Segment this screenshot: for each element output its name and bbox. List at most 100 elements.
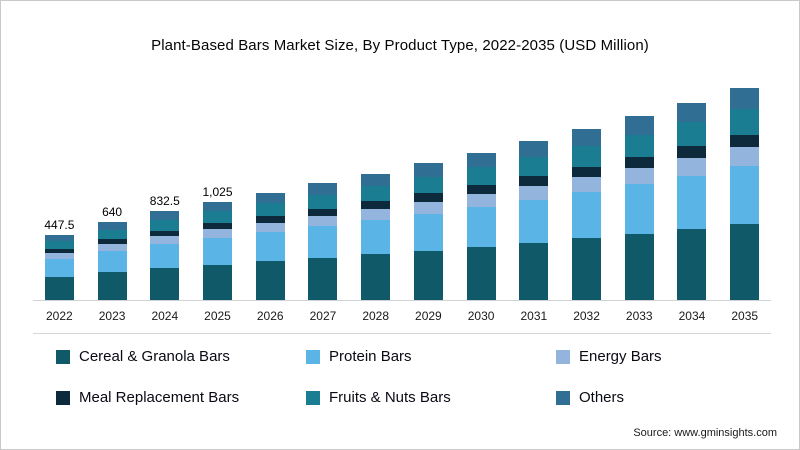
bar-segment-protein-bars xyxy=(677,175,707,229)
bar-stack-2026 xyxy=(255,192,285,300)
bar-segment-protein-bars xyxy=(361,220,391,255)
bar-segment-meal-replacement-bars xyxy=(519,176,549,186)
bar-segment-protein-bars xyxy=(572,192,602,239)
bar-group-2029 xyxy=(402,79,455,300)
bar-segment-energy-bars xyxy=(97,244,127,251)
x-axis-label: 2034 xyxy=(678,309,706,323)
bar-stack-2023 xyxy=(97,222,127,300)
bar-segment-cereal-granola-bars xyxy=(150,268,180,300)
legend-item-protein-bars: Protein Bars xyxy=(306,348,556,365)
bar-segment-protein-bars xyxy=(730,166,760,224)
legend-swatch-meal-replacement-bars xyxy=(56,390,70,405)
bar-segment-fruits-nuts-bars xyxy=(519,156,549,177)
bar-segment-fruits-nuts-bars xyxy=(466,167,496,185)
bar-segment-fruits-nuts-bars xyxy=(255,203,285,217)
bar-segment-protein-bars xyxy=(466,207,496,247)
bar-segment-cereal-granola-bars xyxy=(413,250,443,300)
bar-segment-meal-replacement-bars xyxy=(203,223,233,230)
bar-group-2025: 1,025 xyxy=(191,79,244,300)
bar-segment-cereal-granola-bars xyxy=(203,264,233,300)
x-axis-label: 2026 xyxy=(256,309,284,323)
bar-segment-protein-bars xyxy=(255,232,285,262)
x-axis-label: 2028 xyxy=(362,309,390,323)
x-axis-label: 2032 xyxy=(573,309,600,323)
bar-stack-2030 xyxy=(466,152,496,300)
plot-area: 447.5 640 832.5 1,025 xyxy=(33,79,771,301)
bar-segment-cereal-granola-bars xyxy=(624,233,654,300)
bar-segment-energy-bars xyxy=(361,208,391,221)
x-axis-label: 2029 xyxy=(415,309,442,323)
bar-group-2033 xyxy=(613,79,666,300)
bar-segment-energy-bars xyxy=(413,201,443,214)
bar-segment-others xyxy=(255,192,285,204)
bar-segment-fruits-nuts-bars xyxy=(308,194,338,209)
legend-item-energy-bars: Energy Bars xyxy=(556,348,769,365)
bar-segment-others xyxy=(519,141,549,157)
bar-segment-energy-bars xyxy=(572,176,602,193)
legend-label: Fruits & Nuts Bars xyxy=(329,389,451,406)
bar-segment-fruits-nuts-bars xyxy=(413,177,443,194)
bar-segment-protein-bars xyxy=(203,237,233,265)
x-axis-label: 2027 xyxy=(309,309,337,323)
bar-segment-protein-bars xyxy=(97,251,127,272)
bar-group-2024: 832.5 xyxy=(138,79,191,300)
bar-segment-protein-bars xyxy=(519,199,549,243)
bar-segment-fruits-nuts-bars xyxy=(203,211,233,224)
bar-segment-others xyxy=(361,173,391,187)
bar-segment-others xyxy=(413,163,443,178)
legend-swatch-cereal-granola-bars xyxy=(56,349,70,364)
bar-segment-others xyxy=(466,152,496,168)
bar-segment-protein-bars xyxy=(413,213,443,251)
bar-segment-cereal-granola-bars xyxy=(308,257,338,300)
bar-segment-cereal-granola-bars xyxy=(44,276,74,300)
bar-segment-energy-bars xyxy=(466,193,496,208)
bar-segment-fruits-nuts-bars xyxy=(97,230,127,240)
bar-segment-meal-replacement-bars xyxy=(255,216,285,223)
bar-segment-fruits-nuts-bars xyxy=(677,122,707,147)
legend-swatch-fruits-nuts-bars xyxy=(306,390,320,405)
x-axis-label: 2033 xyxy=(625,309,653,323)
bar-stack-2031 xyxy=(519,141,549,300)
bar-segment-fruits-nuts-bars xyxy=(44,241,74,250)
bar-segment-meal-replacement-bars xyxy=(730,134,760,148)
bar-group-2035 xyxy=(718,79,771,300)
legend-item-cereal-granola-bars: Cereal & Granola Bars xyxy=(56,348,306,365)
bar-segment-others xyxy=(203,201,233,212)
bar-segment-others xyxy=(150,211,180,221)
bar-segment-protein-bars xyxy=(624,184,654,234)
bar-segment-fruits-nuts-bars xyxy=(624,134,654,157)
bar-segment-cereal-granola-bars xyxy=(677,228,707,300)
bar-segment-fruits-nuts-bars xyxy=(730,109,760,135)
bar-segment-others xyxy=(677,102,707,123)
bar-stack-2025 xyxy=(203,201,233,300)
legend-label: Protein Bars xyxy=(329,348,412,365)
bar-segment-meal-replacement-bars xyxy=(361,201,391,209)
bar-segment-cereal-granola-bars xyxy=(361,254,391,300)
bar-segment-others xyxy=(624,116,654,135)
bar-segment-others xyxy=(308,183,338,195)
bar-segment-cereal-granola-bars xyxy=(519,242,549,300)
bar-segment-fruits-nuts-bars xyxy=(361,186,391,202)
x-axis-label: 2030 xyxy=(467,309,495,323)
bar-group-2028 xyxy=(349,79,402,300)
legend-item-fruits-nuts-bars: Fruits & Nuts Bars xyxy=(306,389,556,406)
bar-segment-meal-replacement-bars xyxy=(466,184,496,194)
bar-segment-fruits-nuts-bars xyxy=(572,146,602,167)
bar-segment-meal-replacement-bars xyxy=(150,230,180,237)
bar-segment-cereal-granola-bars xyxy=(572,238,602,300)
bar-segment-cereal-granola-bars xyxy=(97,272,127,300)
bar-segment-others xyxy=(44,234,74,242)
bar-segment-energy-bars xyxy=(677,157,707,176)
bar-segment-energy-bars xyxy=(255,222,285,233)
bar-group-2022: 447.5 xyxy=(33,79,86,300)
legend-label: Others xyxy=(579,389,625,406)
bar-segment-others xyxy=(572,129,602,147)
bar-value-label: 640 xyxy=(102,205,123,220)
bar-segment-energy-bars xyxy=(624,167,654,185)
bar-segment-cereal-granola-bars xyxy=(466,246,496,300)
bar-value-label: 447.5 xyxy=(44,217,75,232)
bar-segment-energy-bars xyxy=(730,147,760,167)
source-text: Source: www.gminsights.com xyxy=(633,427,777,439)
bar-segment-fruits-nuts-bars xyxy=(150,220,180,231)
